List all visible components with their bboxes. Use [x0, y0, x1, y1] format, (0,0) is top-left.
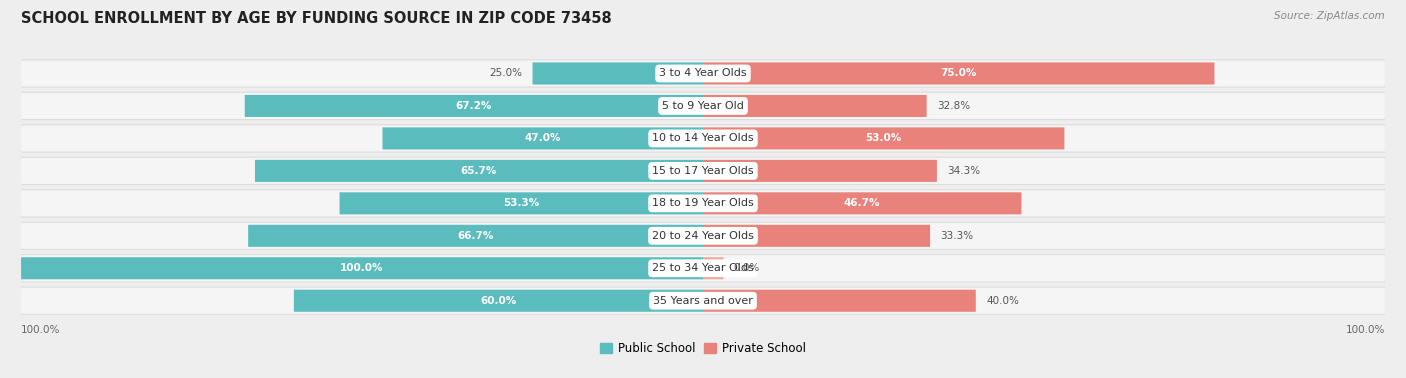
Text: 32.8%: 32.8% — [936, 101, 970, 111]
FancyBboxPatch shape — [254, 160, 703, 182]
Text: 18 to 19 Year Olds: 18 to 19 Year Olds — [652, 198, 754, 208]
FancyBboxPatch shape — [21, 125, 1385, 152]
Text: 0.0%: 0.0% — [734, 263, 759, 273]
Text: 34.3%: 34.3% — [948, 166, 980, 176]
Text: 100.0%: 100.0% — [340, 263, 384, 273]
FancyBboxPatch shape — [703, 62, 1215, 85]
Text: 53.0%: 53.0% — [866, 133, 901, 143]
FancyBboxPatch shape — [339, 192, 703, 214]
FancyBboxPatch shape — [21, 157, 1385, 184]
Text: 10 to 14 Year Olds: 10 to 14 Year Olds — [652, 133, 754, 143]
Text: 3 to 4 Year Olds: 3 to 4 Year Olds — [659, 68, 747, 79]
FancyBboxPatch shape — [294, 290, 703, 312]
FancyBboxPatch shape — [21, 60, 1385, 87]
Text: 75.0%: 75.0% — [941, 68, 977, 79]
Text: 33.3%: 33.3% — [941, 231, 973, 241]
Text: 5 to 9 Year Old: 5 to 9 Year Old — [662, 101, 744, 111]
Text: 100.0%: 100.0% — [1346, 325, 1385, 335]
Text: 25 to 34 Year Olds: 25 to 34 Year Olds — [652, 263, 754, 273]
FancyBboxPatch shape — [21, 255, 1385, 282]
FancyBboxPatch shape — [249, 225, 703, 247]
Text: 25.0%: 25.0% — [489, 68, 522, 79]
FancyBboxPatch shape — [703, 95, 927, 117]
FancyBboxPatch shape — [703, 127, 1064, 149]
Text: 46.7%: 46.7% — [844, 198, 880, 208]
FancyBboxPatch shape — [703, 160, 936, 182]
Text: SCHOOL ENROLLMENT BY AGE BY FUNDING SOURCE IN ZIP CODE 73458: SCHOOL ENROLLMENT BY AGE BY FUNDING SOUR… — [21, 11, 612, 26]
Text: 35 Years and over: 35 Years and over — [652, 296, 754, 306]
Legend: Public School, Private School: Public School, Private School — [600, 342, 806, 355]
Text: 47.0%: 47.0% — [524, 133, 561, 143]
Text: 40.0%: 40.0% — [986, 296, 1019, 306]
FancyBboxPatch shape — [533, 62, 703, 85]
FancyBboxPatch shape — [21, 287, 1385, 314]
Text: 67.2%: 67.2% — [456, 101, 492, 111]
FancyBboxPatch shape — [21, 222, 1385, 249]
FancyBboxPatch shape — [703, 257, 724, 279]
Text: 53.3%: 53.3% — [503, 198, 540, 208]
Text: 100.0%: 100.0% — [21, 325, 60, 335]
Text: 60.0%: 60.0% — [481, 296, 516, 306]
FancyBboxPatch shape — [382, 127, 703, 149]
FancyBboxPatch shape — [21, 190, 1385, 217]
FancyBboxPatch shape — [21, 92, 1385, 119]
Text: Source: ZipAtlas.com: Source: ZipAtlas.com — [1274, 11, 1385, 21]
Text: 65.7%: 65.7% — [461, 166, 498, 176]
Text: 15 to 17 Year Olds: 15 to 17 Year Olds — [652, 166, 754, 176]
FancyBboxPatch shape — [703, 225, 931, 247]
FancyBboxPatch shape — [703, 290, 976, 312]
Text: 20 to 24 Year Olds: 20 to 24 Year Olds — [652, 231, 754, 241]
FancyBboxPatch shape — [245, 95, 703, 117]
Text: 66.7%: 66.7% — [457, 231, 494, 241]
FancyBboxPatch shape — [21, 257, 703, 279]
FancyBboxPatch shape — [703, 192, 1021, 214]
